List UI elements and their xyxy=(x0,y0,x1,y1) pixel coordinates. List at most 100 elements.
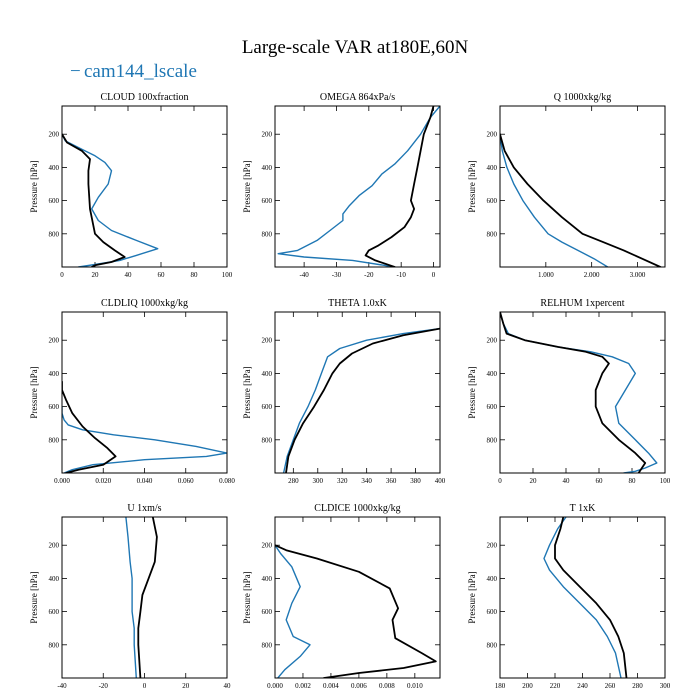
y-tick-label: 200 xyxy=(49,131,60,139)
panel-title: CLOUD 100xfraction xyxy=(100,92,188,103)
x-tick-label: 40 xyxy=(224,682,232,690)
y-tick-label: 800 xyxy=(262,641,273,649)
x-tick-label: 20 xyxy=(182,682,190,690)
panel-title: RELHUM 1xpercent xyxy=(540,298,624,309)
series-group xyxy=(500,312,658,473)
series-line-black xyxy=(500,133,662,267)
legend-symbol: − xyxy=(70,61,81,82)
x-tick-label: 0 xyxy=(498,477,502,485)
plot-frame xyxy=(499,311,666,474)
series-group xyxy=(62,133,159,267)
y-tick-label: 200 xyxy=(49,337,60,345)
x-tick-label: 0.020 xyxy=(95,477,111,485)
y-tick-label: 200 xyxy=(487,337,498,345)
x-tick-label: 0.008 xyxy=(379,682,395,690)
panel-3: Q 1000xkg/kg 200 400 600 800 1.000 2.000 3.000 P… xyxy=(467,92,666,279)
y-tick-label: 600 xyxy=(262,197,273,205)
y-tick-label: 400 xyxy=(49,164,60,172)
x-tick-label: 0 xyxy=(143,682,147,690)
x-tick-label: 340 xyxy=(361,477,372,485)
plot-frame xyxy=(61,311,228,474)
series-group xyxy=(277,106,440,267)
x-tick-label: 200 xyxy=(522,682,533,690)
x-tick-label: 0.002 xyxy=(295,682,311,690)
x-tick-label: 300 xyxy=(660,682,671,690)
series-line-blue xyxy=(500,312,658,473)
series-line-blue xyxy=(125,517,138,678)
x-tick-label: 0.000 xyxy=(54,477,70,485)
y-tick-label: 400 xyxy=(262,575,273,583)
y-axis-label: Pressure [hPa] xyxy=(467,366,477,418)
series-group xyxy=(282,327,440,473)
y-tick-label: 400 xyxy=(49,575,60,583)
series-line-blue xyxy=(277,106,440,267)
panel-title: CLDICE 1000xkg/kg xyxy=(314,503,400,514)
series-line-black xyxy=(554,517,628,678)
y-tick-label: 400 xyxy=(487,164,498,172)
series-line-black xyxy=(364,106,435,267)
y-axis-label: Pressure [hPa] xyxy=(242,160,252,212)
series-group xyxy=(543,517,628,678)
y-tick-label: 800 xyxy=(49,436,60,444)
x-tick-label: 280 xyxy=(632,682,643,690)
x-tick-label: -20 xyxy=(364,271,374,279)
plot-frame xyxy=(61,105,228,268)
series-line-blue xyxy=(62,405,227,473)
y-tick-label: 200 xyxy=(262,337,273,345)
plot-frame xyxy=(274,105,441,268)
x-tick-label: 20 xyxy=(92,271,100,279)
y-tick-label: 600 xyxy=(49,403,60,411)
x-tick-label: 60 xyxy=(596,477,604,485)
y-axis-label: Pressure [hPa] xyxy=(29,366,39,418)
x-tick-label: -30 xyxy=(332,271,342,279)
plot-frame xyxy=(274,311,441,474)
x-tick-label: 0.000 xyxy=(267,682,283,690)
y-tick-label: 600 xyxy=(487,403,498,411)
panel-9: T 1xK 200 400 600 800 180 200 220 240 260 280 300 Pr… xyxy=(467,503,671,690)
x-tick-label: 80 xyxy=(191,271,199,279)
x-tick-label: 0.010 xyxy=(407,682,423,690)
y-tick-label: 600 xyxy=(487,197,498,205)
x-tick-label: 60 xyxy=(158,271,166,279)
y-tick-label: 800 xyxy=(262,436,273,444)
x-tick-label: 0.004 xyxy=(323,682,339,690)
x-tick-label: 0.060 xyxy=(178,477,194,485)
y-tick-label: 200 xyxy=(262,542,273,550)
panel-title: T 1xK xyxy=(570,503,596,514)
y-tick-label: 200 xyxy=(487,542,498,550)
x-tick-label: 360 xyxy=(386,477,397,485)
x-tick-label: 320 xyxy=(337,477,348,485)
y-tick-label: 800 xyxy=(487,641,498,649)
panel-1: CLOUD 100xfraction 200 400 600 800 0 20 40 60 80 1… xyxy=(29,92,233,279)
y-axis-label: Pressure [hPa] xyxy=(242,571,252,623)
x-tick-label: 220 xyxy=(550,682,561,690)
x-tick-label: 280 xyxy=(288,477,299,485)
y-tick-label: 200 xyxy=(487,131,498,139)
x-tick-label: -20 xyxy=(99,682,109,690)
y-tick-label: 400 xyxy=(487,370,498,378)
y-tick-label: 800 xyxy=(49,641,60,649)
panel-5: THETA 1.0xK 200 400 600 800 280 300 320 340 360 38… xyxy=(242,298,446,485)
series-line-black xyxy=(500,312,647,473)
x-tick-label: 0.040 xyxy=(137,477,153,485)
y-tick-label: 600 xyxy=(262,608,273,616)
y-tick-label: 400 xyxy=(262,370,273,378)
y-tick-label: 800 xyxy=(487,230,498,238)
y-axis-label: Pressure [hPa] xyxy=(467,160,477,212)
series-line-blue xyxy=(275,544,311,678)
y-tick-label: 600 xyxy=(262,403,273,411)
panel-2: OMEGA 864xPa/s 200 400 600 800 -40 -30 -20 -10 0 P… xyxy=(242,92,441,279)
series-line-blue xyxy=(282,327,440,473)
y-tick-label: 600 xyxy=(49,608,60,616)
panel-8: CLDICE 1000xkg/kg 200 400 600 800 0.000 0.002 0… xyxy=(242,503,441,690)
series-line-black xyxy=(62,380,117,473)
series-line-black xyxy=(137,517,158,678)
series-line-blue xyxy=(62,133,159,267)
x-tick-label: 0.080 xyxy=(219,477,235,485)
x-tick-label: 100 xyxy=(222,271,233,279)
y-tick-label: 400 xyxy=(487,575,498,583)
panel-title: CLDLIQ 1000xkg/kg xyxy=(101,298,188,309)
plot-frame xyxy=(499,105,666,268)
